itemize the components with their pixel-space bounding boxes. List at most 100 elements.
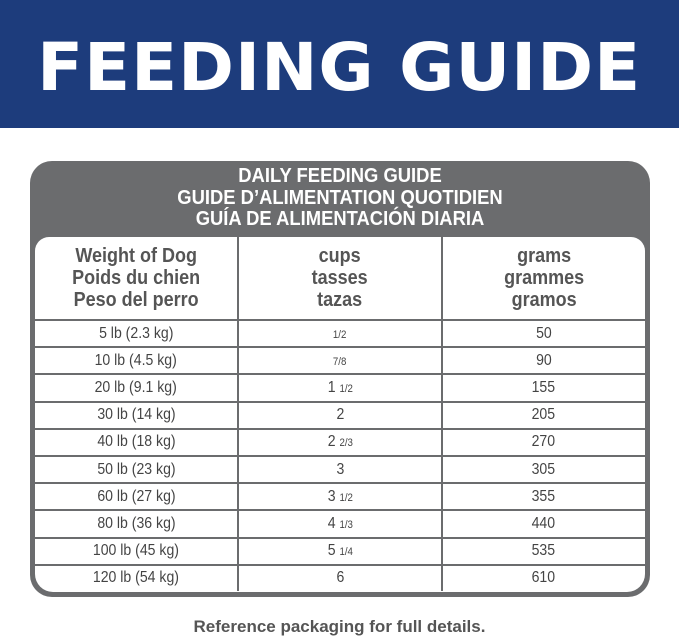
- guide-title-es: GUÍA DE ALIMENTACIÓN DIARIA: [195, 208, 485, 230]
- cell-weight-text: 5 lb (2.3 kg): [98, 324, 174, 342]
- table-row: 80 lb (36 kg) 4 1/3 440: [35, 509, 645, 539]
- cell-weight-text: 60 lb (27 kg): [97, 487, 176, 505]
- guide-title: DAILY FEEDING GUIDE GUIDE D’ALIMENTATION…: [30, 165, 650, 231]
- cell-grams: 355: [440, 482, 645, 512]
- table-row: 5 lb (2.3 kg) 1/2 50: [35, 318, 645, 349]
- feeding-guide-panel: DAILY FEEDING GUIDE GUIDE D’ALIMENTATION…: [30, 161, 650, 597]
- cell-cups-text: 1 1/2: [327, 378, 353, 396]
- cell-cups-text: 2: [336, 406, 344, 424]
- cell-cups-text: 7/8: [333, 352, 346, 370]
- header-banner: FEEDING GUIDE: [0, 0, 679, 128]
- cell-grams-text: 50: [535, 324, 552, 342]
- cell-grams: 440: [440, 509, 645, 539]
- cell-grams: 90: [440, 346, 645, 376]
- fraction: 1/2: [333, 328, 347, 341]
- fraction: 1/2: [339, 382, 353, 395]
- fraction: 7/8: [333, 355, 347, 368]
- cell-weight-text: 120 lb (54 kg): [93, 569, 180, 587]
- feeding-table-container: Weight of Dog Poids du chien Peso del perr…: [35, 237, 645, 592]
- cell-grams: 155: [440, 373, 645, 403]
- fraction: 1/3: [339, 518, 353, 531]
- cell-grams-text: 440: [532, 514, 556, 532]
- fraction: 1/2: [339, 491, 353, 504]
- cell-cups: 3: [237, 454, 443, 485]
- cell-grams: 305: [440, 454, 645, 485]
- cell-cups: 1/2: [237, 318, 443, 349]
- cell-cups-text: 5 1/4: [327, 542, 353, 560]
- cell-grams-text: 90: [535, 351, 552, 369]
- cell-weight: 20 lb (9.1 kg): [35, 373, 240, 403]
- column-header-weight: Weight of Dog Poids du chien Peso del perr…: [35, 237, 240, 321]
- cell-cups: 1 1/2: [237, 373, 443, 403]
- table-header-row: Weight of Dog Poids du chien Peso del perr…: [35, 237, 645, 321]
- cell-cups-text: 1/2: [333, 325, 346, 343]
- fraction: 1/4: [339, 546, 353, 559]
- table-row: 20 lb (9.1 kg) 1 1/2 155: [35, 373, 645, 403]
- table-row: 60 lb (27 kg) 3 1/2 355: [35, 482, 645, 512]
- guide-title-en: DAILY FEEDING GUIDE: [238, 165, 442, 187]
- fraction: 2/3: [339, 437, 353, 450]
- cell-grams-text: 535: [532, 542, 556, 560]
- table-row: 50 lb (23 kg) 3 305: [35, 454, 645, 485]
- cell-cups-text: 2 2/3: [327, 433, 353, 451]
- cell-cups: 7/8: [237, 346, 443, 376]
- table-row: 30 lb (14 kg) 2 205: [35, 400, 645, 430]
- column-header-cups-line: cups: [318, 245, 361, 267]
- cell-weight: 30 lb (14 kg): [35, 400, 240, 430]
- cell-weight-text: 80 lb (36 kg): [97, 514, 176, 532]
- cell-grams: 270: [440, 427, 645, 457]
- cell-cups: 5 1/4: [237, 536, 443, 566]
- column-header-cups-line: tasses: [311, 267, 369, 289]
- page-title: FEEDING GUIDE: [37, 28, 642, 106]
- cell-cups: 4 1/3: [237, 509, 443, 539]
- guide-title-fr: GUIDE D’ALIMENTATION QUOTIDIEN: [177, 186, 503, 209]
- column-header-weight-line: Weight of Dog: [75, 245, 197, 267]
- cell-cups: 2 2/3: [237, 427, 443, 457]
- cell-grams: 610: [440, 563, 645, 591]
- cell-weight: 5 lb (2.3 kg): [35, 318, 240, 349]
- cell-grams-text: 305: [532, 460, 556, 478]
- cell-grams: 50: [440, 318, 645, 349]
- cell-grams: 535: [440, 536, 645, 566]
- column-header-weight-line: Poids du chien: [72, 267, 201, 289]
- cell-weight-text: 40 lb (18 kg): [97, 433, 176, 451]
- cell-weight-text: 30 lb (14 kg): [97, 406, 176, 424]
- cell-grams-text: 355: [532, 487, 556, 505]
- column-header-weight-line: Peso del perro: [73, 289, 199, 311]
- column-header-grams-line: grams: [516, 245, 571, 267]
- cell-cups: 2: [237, 400, 443, 430]
- cell-cups-text: 6: [336, 569, 344, 587]
- cell-weight-text: 20 lb (9.1 kg): [95, 378, 178, 396]
- footer-note: Reference packaging for full details.: [193, 617, 486, 636]
- cell-weight: 40 lb (18 kg): [35, 427, 240, 457]
- cell-grams-text: 155: [532, 378, 556, 396]
- cell-weight-text: 10 lb (4.5 kg): [95, 351, 178, 369]
- cell-grams-text: 270: [532, 433, 556, 451]
- feeding-table: Weight of Dog Poids du chien Peso del perr…: [35, 237, 645, 591]
- cell-weight-text: 100 lb (45 kg): [93, 542, 180, 560]
- table-row: 40 lb (18 kg) 2 2/3 270: [35, 427, 645, 457]
- cell-weight: 120 lb (54 kg): [35, 563, 240, 591]
- cell-weight: 50 lb (23 kg): [35, 454, 240, 485]
- cell-cups-text: 3: [336, 460, 344, 478]
- cell-weight: 10 lb (4.5 kg): [35, 346, 240, 376]
- cell-grams-text: 610: [532, 569, 556, 587]
- column-header-grams-line: grammes: [503, 267, 584, 289]
- column-header-grams-line: gramos: [511, 289, 577, 311]
- cell-weight: 100 lb (45 kg): [35, 536, 240, 566]
- column-header-cups-line: tazas: [317, 289, 363, 311]
- cell-grams-text: 205: [532, 406, 556, 424]
- cell-cups: 3 1/2: [237, 482, 443, 512]
- cell-cups-text: 4 1/3: [327, 514, 353, 532]
- table-row: 120 lb (54 kg) 6 610: [35, 563, 645, 591]
- table-row: 10 lb (4.5 kg) 7/8 90: [35, 346, 645, 376]
- cell-cups: 6: [237, 563, 443, 591]
- cell-cups-text: 3 1/2: [327, 487, 353, 505]
- cell-grams: 205: [440, 400, 645, 430]
- table-row: 100 lb (45 kg) 5 1/4 535: [35, 536, 645, 566]
- column-header-grams: grams grammes gramos: [440, 237, 645, 321]
- cell-weight: 60 lb (27 kg): [35, 482, 240, 512]
- column-header-cups: cups tasses tazas: [237, 237, 443, 321]
- cell-weight-text: 50 lb (23 kg): [97, 460, 176, 478]
- cell-weight: 80 lb (36 kg): [35, 509, 240, 539]
